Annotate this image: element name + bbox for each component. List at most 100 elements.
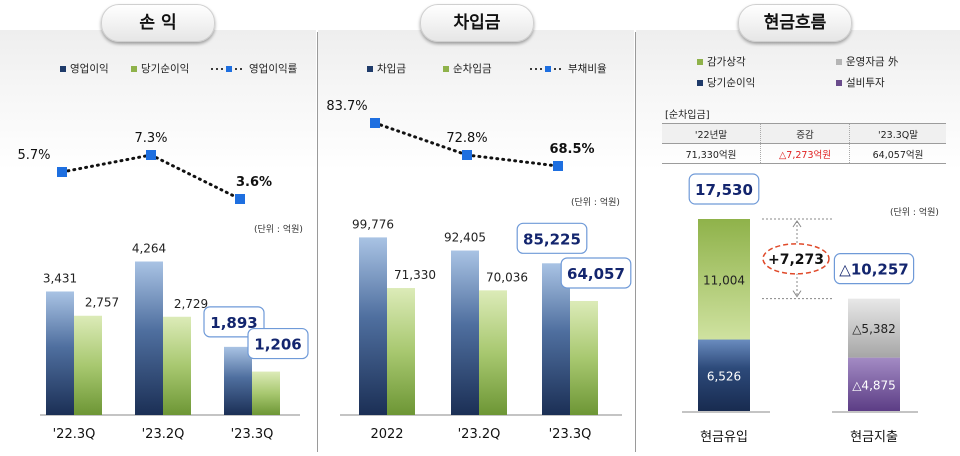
line-label: 5.7% xyxy=(17,148,50,163)
table-header: 증감 xyxy=(760,123,850,144)
data-label: 99,776 xyxy=(352,217,394,231)
stack-segment xyxy=(848,298,900,358)
line-point-부채비율 xyxy=(462,150,472,160)
line-segment-부채비율 xyxy=(465,153,560,168)
segment-label: △5,382 xyxy=(852,322,896,336)
data-label: 70,036 xyxy=(486,270,528,284)
stack-segment xyxy=(698,339,750,411)
legend-item-capex: 설비투자 xyxy=(836,75,885,90)
line-point-부채비율 xyxy=(370,118,380,128)
table-cell: 71,330억원 xyxy=(662,143,761,164)
data-label-box xyxy=(247,327,309,360)
segment-label: 11,004 xyxy=(703,273,745,287)
category-label: '23.2Q xyxy=(142,427,185,442)
total-label-box xyxy=(833,253,915,285)
navy-swatch-icon xyxy=(697,79,703,86)
net-debt-table-label: [순차입금] xyxy=(665,110,710,121)
table-header: '22년말 xyxy=(662,123,761,144)
net-debt-table: '22년말 증감 '23.3Q말 71,330억원 △7,273억원 64,05… xyxy=(662,123,946,164)
arrow-head-icon xyxy=(792,220,802,228)
line-label: 3.6% xyxy=(236,175,272,190)
table-header: '23.3Q말 xyxy=(849,123,946,144)
total-label: △10,257 xyxy=(839,261,908,279)
arrow-head-icon xyxy=(792,290,802,298)
table-cell: △7,273억원 xyxy=(760,143,850,164)
legend-item-depreciation: 감가상각 xyxy=(697,54,746,69)
line-point-영업이익률 xyxy=(57,167,67,177)
panel-divider xyxy=(635,32,636,452)
dotted-line-icon xyxy=(211,65,245,72)
data-label: 1,206 xyxy=(254,336,301,354)
segment-label: △4,875 xyxy=(852,378,896,392)
green-swatch-icon xyxy=(443,65,449,72)
dotted-line-icon xyxy=(530,65,564,72)
gray-swatch-icon xyxy=(836,58,842,65)
line-point-영업이익률 xyxy=(146,150,156,160)
bar-순차입금 xyxy=(479,290,507,415)
line-segment-영업이익률 xyxy=(60,153,153,174)
line-label: 7.3% xyxy=(134,131,167,146)
legend-item-op-margin: 영업이익률 xyxy=(211,61,297,76)
bar-차입금 xyxy=(542,263,570,415)
data-label-box xyxy=(203,306,265,338)
line-label: 68.5% xyxy=(549,142,594,157)
legend-label: 운영자금 外 xyxy=(846,56,899,68)
stack-segment xyxy=(848,357,900,411)
bar-당기순이익 xyxy=(252,371,280,415)
bar-당기순이익 xyxy=(74,315,102,415)
legend-item-working-capital: 운영자금 外 xyxy=(836,54,898,69)
legend-label: 영업이익률 xyxy=(249,63,298,75)
data-label: 2,729 xyxy=(174,297,208,311)
data-label: 85,225 xyxy=(523,230,581,248)
line-segment-부채비율 xyxy=(373,121,469,157)
total-label: 17,530 xyxy=(695,181,753,199)
category-label: '23.3Q xyxy=(231,427,274,442)
line-point-부채비율 xyxy=(553,161,563,171)
legend-item-debt-ratio: 부채비율 xyxy=(530,61,607,76)
stack-segment xyxy=(698,219,750,340)
line-point-영업이익률 xyxy=(235,194,245,204)
line-label: 72.8% xyxy=(446,131,487,146)
bar-차입금 xyxy=(359,237,387,415)
legend-item-net-debt: 순차입금 xyxy=(443,61,492,76)
bar-영업이익 xyxy=(135,261,163,415)
line-segment-영업이익률 xyxy=(149,153,242,201)
green-swatch-icon xyxy=(697,58,703,65)
legend-label: 설비투자 xyxy=(846,77,885,89)
legend-label: 차입금 xyxy=(377,63,406,75)
legend-item-net-income: 당기순이익 xyxy=(697,75,755,90)
cf-title: 현금흐름 xyxy=(738,4,852,42)
category-label: 2022 xyxy=(370,427,403,442)
bar-순차입금 xyxy=(570,300,598,415)
bar-순차입금 xyxy=(387,288,415,415)
legend-label: 당기순이익 xyxy=(141,63,190,75)
data-label: 92,405 xyxy=(444,231,486,245)
legend-item-net-income: 당기순이익 xyxy=(131,61,189,76)
legend-label: 당기순이익 xyxy=(707,77,756,89)
legend-label: 순차입금 xyxy=(453,63,492,75)
navy-swatch-icon xyxy=(60,65,66,72)
data-label-box xyxy=(560,257,632,289)
pl-title: 손 익 xyxy=(101,4,215,42)
legend-item-debt: 차입금 xyxy=(367,61,406,76)
category-label: 현금지출 xyxy=(850,430,898,445)
difference-ellipse xyxy=(762,243,830,275)
category-label: '22.3Q xyxy=(53,427,96,442)
segment-label: 6,526 xyxy=(707,369,741,383)
legend-label: 부채비율 xyxy=(568,63,607,75)
data-label: 2,757 xyxy=(85,296,119,310)
bar-당기순이익 xyxy=(163,316,191,415)
unit-label: (단위 : 억원) xyxy=(890,208,939,218)
line-label: 83.7% xyxy=(326,99,367,114)
bar-영업이익 xyxy=(224,346,252,415)
legend-label: 영업이익 xyxy=(70,63,109,75)
bar-차입금 xyxy=(451,250,479,415)
panel-divider xyxy=(317,32,318,452)
bar-영업이익 xyxy=(46,291,74,415)
data-label: 4,264 xyxy=(132,241,166,255)
data-label: 64,057 xyxy=(567,265,625,283)
legend-item-op-profit: 영업이익 xyxy=(60,61,109,76)
category-label: 현금유입 xyxy=(700,430,748,445)
unit-label: (단위 : 억원) xyxy=(571,198,620,208)
